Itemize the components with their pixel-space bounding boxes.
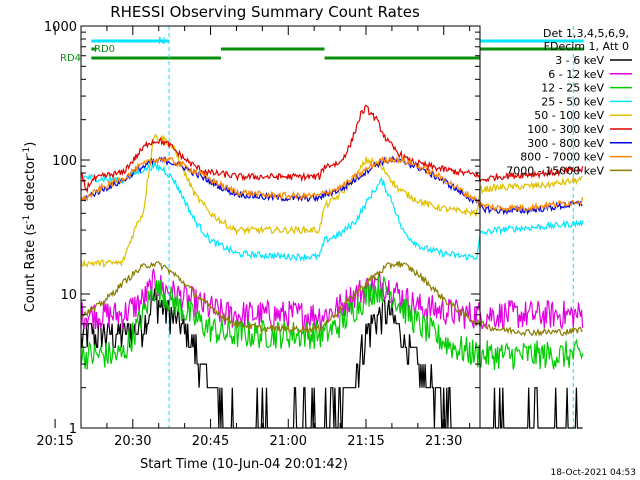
legend-header-line-2: FDecim 1, Att 0 xyxy=(544,40,629,53)
status-bars: N RD0 RD4 xyxy=(60,36,584,64)
y-tick-label-2: 100 xyxy=(52,154,77,169)
legend-label-8: 7000 - 15000 keV xyxy=(506,164,604,177)
y-axis-title: Count Rate (s-1 detector-1) xyxy=(22,142,38,313)
x-tick-label-5: 21:30 xyxy=(425,434,462,449)
status-bar-label-rd4: RD4 xyxy=(60,53,81,64)
legend-label-3: 25 - 50 keV xyxy=(541,95,604,108)
x-tick-label-2: 20:45 xyxy=(192,434,229,449)
legend-label-5: 100 - 300 keV xyxy=(527,123,604,136)
y-axis-title-end: ) xyxy=(23,142,38,147)
series-lines xyxy=(80,104,584,429)
series-line-2 xyxy=(80,276,584,370)
y-tick-label-0: 1 xyxy=(69,422,77,437)
legend-header-line-1: Det 1,3,4,5,6,9, xyxy=(543,27,629,40)
legend: Det 1,3,4,5,6,9, FDecim 1, Att 0 3 - 6 k… xyxy=(506,27,632,177)
series-line-3 xyxy=(80,161,584,262)
y-axis-title-mid: detector xyxy=(23,155,38,215)
chart-title: RHESSI Observing Summary Count Rates xyxy=(110,3,420,21)
legend-label-1: 6 - 12 keV xyxy=(548,68,604,81)
series-line-5 xyxy=(80,104,584,194)
legend-label-4: 50 - 100 keV xyxy=(534,109,604,122)
y-axis-title-sup2: -1 xyxy=(22,147,32,156)
axes: 1 10 100 1000 20:15 20:30 20:45 21:00 21:15 21:30 xyxy=(36,20,480,449)
legend-label-2: 12 - 25 keV xyxy=(541,82,604,95)
series-line-8 xyxy=(80,260,583,337)
legend-label-7: 800 - 7000 keV xyxy=(520,151,604,164)
status-bar-label-rd0: RD0 xyxy=(94,44,115,55)
x-tick-label-0: 20:15 xyxy=(36,434,73,449)
x-tick-label-3: 21:00 xyxy=(270,434,307,449)
y-tick-label-1: 10 xyxy=(60,288,77,303)
series-line-4 xyxy=(80,133,583,268)
render-timestamp: 18-Oct-2021 04:53 xyxy=(551,468,636,478)
y-axis-title-sup1: -1 xyxy=(22,215,32,224)
legend-label-6: 300 - 800 keV xyxy=(527,137,604,150)
status-bar-label-n: N xyxy=(158,36,165,47)
y-tick-label-3: 1000 xyxy=(44,20,77,35)
x-tick-label-4: 21:15 xyxy=(347,434,384,449)
legend-label-0: 3 - 6 keV xyxy=(555,54,604,67)
plot-frame xyxy=(80,25,481,429)
x-axis-title: Start Time (10-Jun-04 20:01:42) xyxy=(140,457,348,472)
x-tick-label-1: 20:30 xyxy=(114,434,151,449)
y-axis-title-main: Count Rate (s xyxy=(23,224,38,313)
series-line-7 xyxy=(80,155,584,213)
